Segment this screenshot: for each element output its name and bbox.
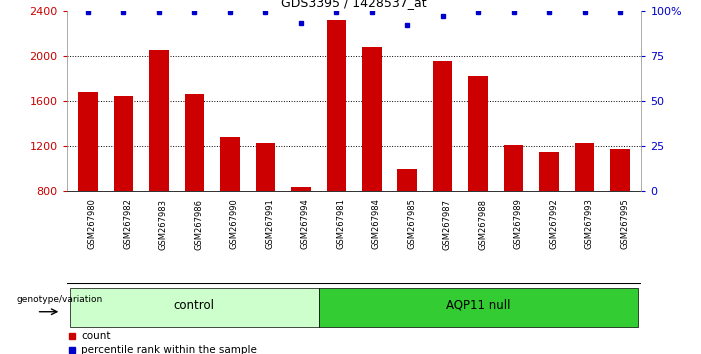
Text: GSM267991: GSM267991: [265, 199, 274, 249]
Text: GSM267988: GSM267988: [478, 199, 487, 250]
Bar: [433, 61, 452, 191]
Bar: [327, 20, 346, 191]
Text: GSM267995: GSM267995: [620, 199, 629, 249]
Text: GSM267981: GSM267981: [336, 199, 346, 250]
Bar: [70, 288, 318, 327]
Bar: [539, 152, 559, 191]
Bar: [149, 50, 169, 191]
Bar: [575, 143, 594, 191]
Text: GSM267994: GSM267994: [301, 199, 310, 249]
Text: GSM267990: GSM267990: [230, 199, 239, 249]
Bar: [184, 94, 204, 191]
Title: GDS3395 / 1428537_at: GDS3395 / 1428537_at: [281, 0, 427, 10]
Bar: [362, 47, 381, 191]
Text: GSM267987: GSM267987: [443, 199, 451, 250]
Bar: [468, 76, 488, 191]
Text: control: control: [174, 299, 215, 312]
Text: GSM267983: GSM267983: [159, 199, 168, 250]
Bar: [397, 169, 417, 191]
Text: GSM267993: GSM267993: [585, 199, 594, 250]
Text: GSM267980: GSM267980: [88, 199, 97, 250]
Bar: [114, 96, 133, 191]
Text: genotype/variation: genotype/variation: [17, 295, 103, 304]
Bar: [504, 145, 524, 191]
Text: count: count: [81, 331, 111, 341]
Bar: [220, 137, 240, 191]
Text: GSM267992: GSM267992: [549, 199, 558, 249]
Text: GSM267982: GSM267982: [123, 199, 132, 250]
Bar: [256, 143, 275, 191]
Text: GSM267986: GSM267986: [194, 199, 203, 250]
Text: GSM267989: GSM267989: [514, 199, 523, 250]
Bar: [611, 149, 630, 191]
Text: AQP11 null: AQP11 null: [446, 299, 510, 312]
Bar: [291, 187, 311, 191]
Text: percentile rank within the sample: percentile rank within the sample: [81, 344, 257, 354]
Text: GSM267985: GSM267985: [407, 199, 416, 250]
Bar: [78, 92, 97, 191]
Text: GSM267984: GSM267984: [372, 199, 381, 250]
Bar: [318, 288, 638, 327]
